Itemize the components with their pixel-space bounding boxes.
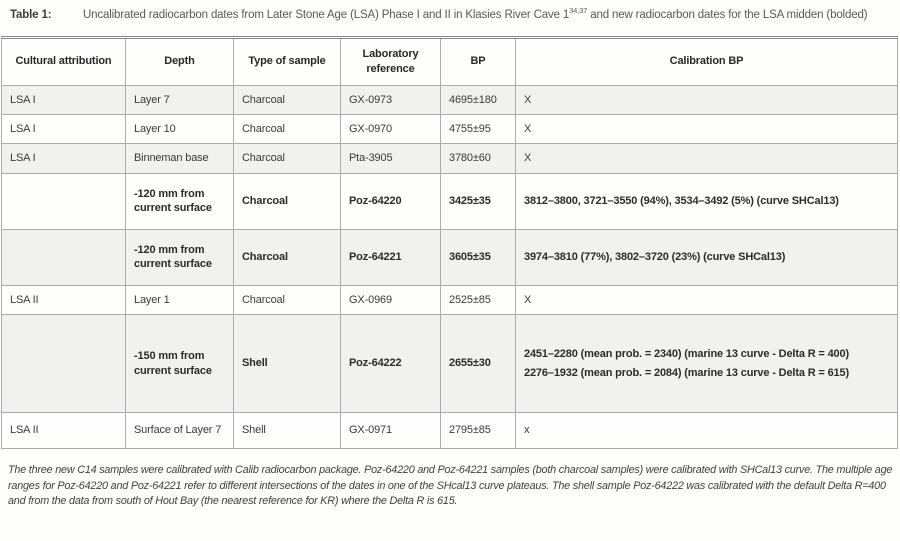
calibration-line: X — [524, 152, 532, 165]
column-header: Type of sample — [233, 36, 341, 86]
cell-cultural: LSA II — [1, 284, 126, 316]
calibration-line: X — [524, 123, 532, 136]
table-row: LSA I Layer 7 Charcoal GX-0973 4695±180 X — [1, 84, 898, 116]
cell-calibration: 3974–3810 (77%), 3802–3720 (23%) (curve … — [515, 228, 898, 286]
cell-calibration: X — [515, 143, 898, 174]
cell-cultural: LSA I — [1, 143, 126, 174]
cell-cultural — [1, 314, 126, 413]
table-row: -150 mm from current surface Shell Poz-642… — [1, 314, 898, 413]
cell-calibration: 2451–2280 (mean prob. = 2340) (marine 13… — [515, 314, 898, 413]
cell-bp: 3425±35 — [440, 172, 516, 230]
calibration-line: 3974–3810 (77%), 3802–3720 (23%) (curve … — [524, 251, 786, 264]
table-row: LSA I Binneman base Charcoal Pta-3905 3780±6… — [1, 143, 898, 174]
cell-bp: 3780±60 — [440, 143, 516, 174]
cell-bp: 2525±85 — [440, 284, 516, 316]
cell-type: Charcoal — [233, 172, 341, 230]
cell-type: Charcoal — [233, 228, 341, 286]
cell-lab-ref: GX-0970 — [340, 114, 441, 145]
caption-text-tail: and new radiocarbon dates for the LSA mi… — [587, 9, 868, 21]
cell-lab-ref: GX-0971 — [340, 412, 441, 449]
cell-calibration: 3812–3800, 3721–3550 (94%), 3534–3492 (5… — [515, 172, 898, 230]
caption-text-main: Uncalibrated radiocarbon dates from Late… — [83, 9, 570, 21]
cell-bp: 4755±95 — [440, 114, 516, 145]
column-header: Cultural attribution — [1, 36, 126, 86]
cell-depth: -120 mm from current surface — [125, 172, 234, 230]
cell-type: Charcoal — [233, 284, 341, 316]
table-row: LSA II Layer 1 Charcoal GX-0969 2525±85 X — [1, 284, 898, 316]
table-row: -120 mm from current surface Charcoal Poz-… — [1, 172, 898, 230]
cell-depth: Binneman base — [125, 143, 234, 174]
cell-type: Charcoal — [233, 84, 341, 116]
cell-cultural: LSA I — [1, 114, 126, 145]
cell-lab-ref: Poz-64221 — [340, 228, 441, 286]
column-header: Depth — [125, 36, 234, 86]
cell-bp: 4695±180 — [440, 84, 516, 116]
table-caption: Table 1: Uncalibrated radiocarbon dates … — [0, 0, 900, 29]
cell-cultural: LSA II — [1, 412, 126, 449]
cell-type: Shell — [233, 314, 341, 413]
cell-depth: Layer 10 — [125, 114, 234, 145]
cell-cultural — [1, 172, 126, 230]
calibration-line: 2276–1932 (mean prob. = 2084) (marine 13… — [524, 367, 850, 379]
calibration-line: x — [524, 424, 530, 437]
cell-lab-ref: Pta-3905 — [340, 143, 441, 174]
column-header: BP — [440, 36, 516, 86]
calibration-line: X — [524, 93, 532, 106]
cell-lab-ref: Poz-64222 — [340, 314, 441, 413]
cell-calibration: X — [515, 114, 898, 145]
cell-calibration: X — [515, 284, 898, 316]
radiocarbon-dates-table: Cultural attribution Depth Type of sample L… — [1, 35, 898, 449]
calibration-line: 3812–3800, 3721–3550 (94%), 3534–3492 (5… — [524, 195, 839, 208]
cell-lab-ref: GX-0973 — [340, 84, 441, 116]
cell-lab-ref: GX-0969 — [340, 284, 441, 316]
cell-depth: -120 mm from current surface — [125, 228, 234, 286]
cell-type: Charcoal — [233, 114, 341, 145]
calibration-line: 2451–2280 (mean prob. = 2340) (marine 13… — [524, 347, 850, 360]
table-row: LSA I Layer 10 Charcoal GX-0970 4755±95 X — [1, 114, 898, 145]
table-row: -120 mm from current surface Charcoal Poz-… — [1, 228, 898, 286]
table-footnote: The three new C14 samples were calibrate… — [8, 464, 893, 508]
cell-calibration: x — [515, 412, 898, 449]
cell-depth: Layer 1 — [125, 284, 234, 316]
cell-cultural — [1, 228, 126, 286]
cell-type: Charcoal — [233, 143, 341, 174]
caption-citation-superscript: 34,37 — [569, 6, 588, 16]
cell-depth: Layer 7 — [125, 84, 234, 116]
calibration-line: X — [524, 293, 532, 306]
table-row: LSA II Surface of Layer 7 Shell GX-0971 2795… — [1, 412, 898, 449]
table-header-row: Cultural attribution Depth Type of sample L… — [1, 36, 898, 86]
cell-lab-ref: Poz-64220 — [340, 172, 441, 230]
column-header: Laboratory reference — [340, 36, 441, 86]
table-caption-text: Uncalibrated radiocarbon dates from Late… — [83, 7, 888, 25]
cell-bp: 2795±85 — [440, 412, 516, 449]
table-caption-label: Table 1: — [10, 9, 52, 21]
cell-cultural: LSA I — [1, 84, 126, 116]
cell-type: Shell — [233, 412, 341, 449]
cell-depth: -150 mm from current surface — [125, 314, 234, 413]
cell-calibration: X — [515, 84, 898, 116]
cell-depth: Surface of Layer 7 — [125, 412, 234, 449]
cell-bp: 3605±35 — [440, 228, 516, 286]
cell-bp: 2655±30 — [440, 314, 516, 413]
column-header: Calibration BP — [515, 36, 898, 86]
